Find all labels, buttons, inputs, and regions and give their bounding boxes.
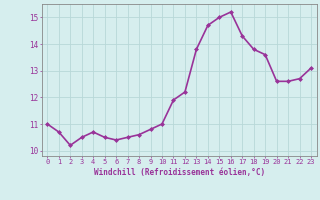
X-axis label: Windchill (Refroidissement éolien,°C): Windchill (Refroidissement éolien,°C) [94, 168, 265, 177]
